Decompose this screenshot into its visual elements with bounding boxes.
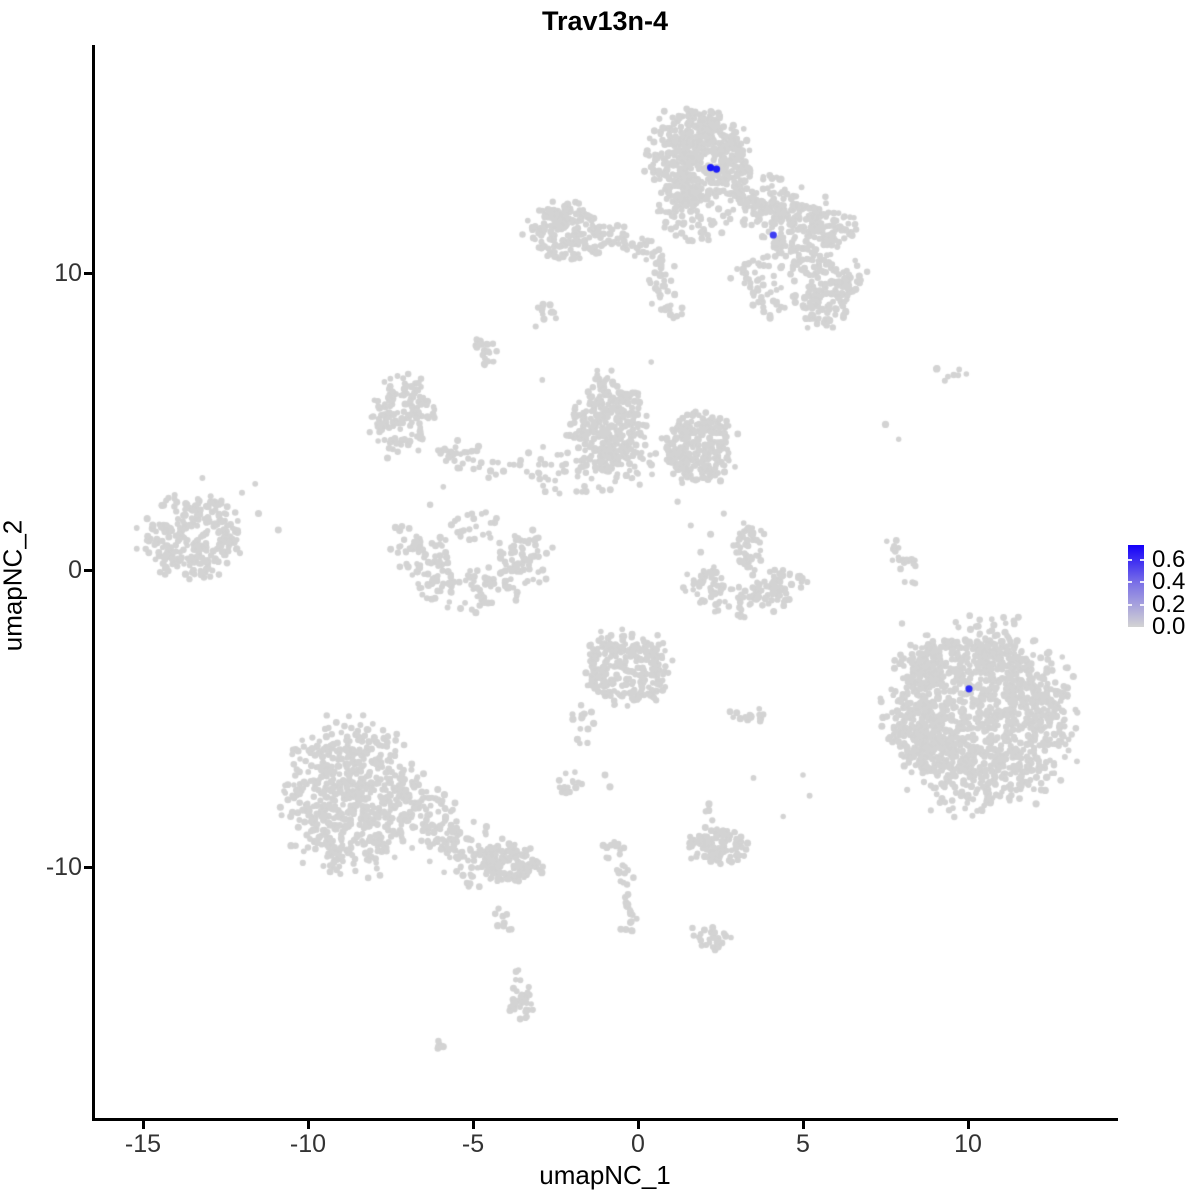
x-tick-mark (636, 1121, 640, 1129)
x-tick-mark (801, 1121, 805, 1129)
colorbar-side-tick (1140, 581, 1144, 584)
colorbar-tick-label: 0.0 (1152, 613, 1186, 640)
x-tick-mark (471, 1121, 475, 1129)
y-tick-mark (84, 271, 92, 275)
x-tick-label: -10 (289, 1130, 327, 1158)
y-tick-mark (84, 568, 92, 572)
y-axis-title: umapNC_2 (0, 519, 28, 652)
y-axis-line (92, 45, 95, 1121)
x-axis-title: umapNC_1 (539, 1160, 671, 1190)
x-tick-label: 5 (796, 1130, 810, 1158)
x-tick-label: -5 (461, 1130, 485, 1158)
colorbar-side-tick (1140, 603, 1144, 606)
colorbar-gradient (1128, 545, 1144, 627)
x-tick-label: 10 (954, 1130, 982, 1158)
x-tick-mark (966, 1121, 970, 1129)
colorbar-tick-label: 0.2 (1152, 590, 1186, 618)
y-tick-mark (84, 865, 92, 869)
x-tick-mark (141, 1121, 145, 1129)
x-tick-label: -15 (124, 1130, 162, 1158)
colorbar-side-tick (1128, 603, 1132, 606)
x-tick-mark (306, 1121, 310, 1129)
y-tick-label: 0 (68, 556, 82, 584)
plot-title: Trav13n-4 (541, 6, 669, 36)
colorbar-side-tick (1128, 559, 1132, 561)
colorbar-tick-label: 0.4 (1152, 568, 1186, 596)
y-tick-label: -10 (45, 853, 82, 881)
colorbar-tick-label: 0.6 (1152, 546, 1186, 573)
x-axis-line (92, 1118, 1118, 1121)
x-tick-label: 0 (631, 1130, 645, 1158)
y-tick-label: 10 (54, 259, 82, 287)
colorbar-side-tick (1140, 559, 1144, 561)
colorbar-side-tick (1128, 581, 1132, 584)
